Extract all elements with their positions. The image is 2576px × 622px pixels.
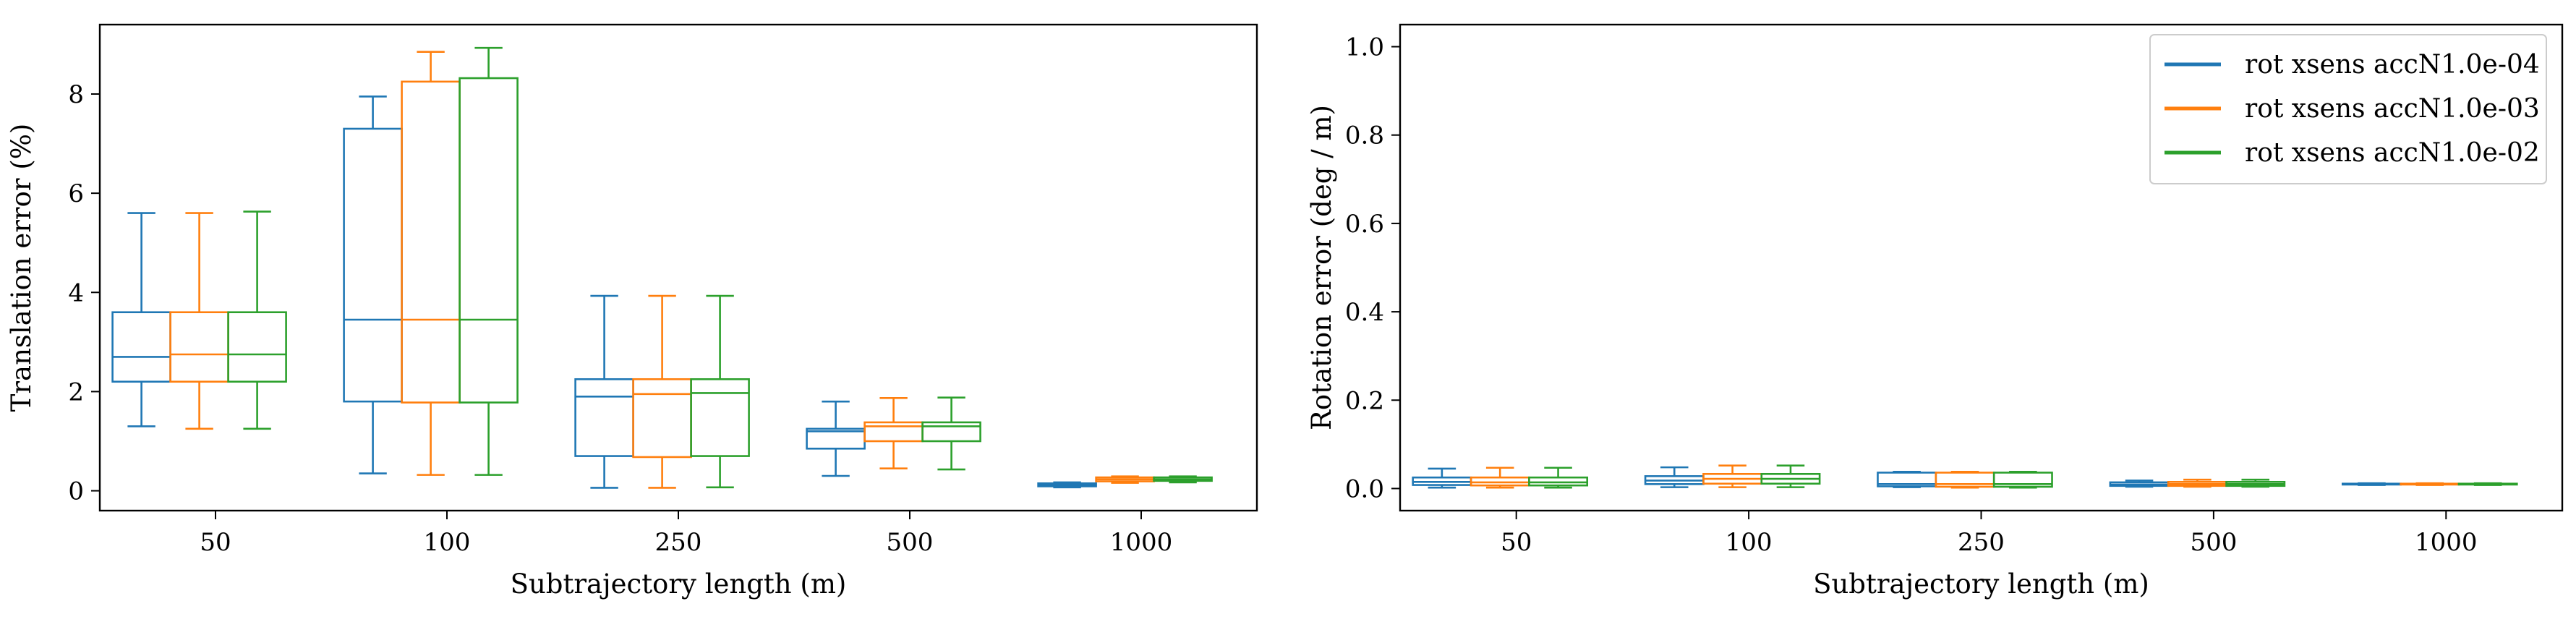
translation-x-tick-label: 1000 <box>1110 528 1173 557</box>
rotation-x-axis-title: Subtrajectory length (m) <box>1813 568 2149 600</box>
box <box>921 421 981 443</box>
rotation-y-tick-label: 0.2 <box>1345 386 1384 415</box>
legend-label-2: rot xsens accN1.0e-02 <box>2245 138 2540 168</box>
translation-y-tick-label: 6 <box>68 179 84 208</box>
translation-box-500-series-2 <box>921 396 981 471</box>
rotation-box-1000-series-0 <box>2341 482 2402 486</box>
translation-box-1000-series-1 <box>1095 475 1155 484</box>
translation-box-50-series-2 <box>227 210 287 430</box>
rotation-x-tick-label: 100 <box>1726 528 1773 557</box>
box <box>1992 472 2053 488</box>
translation-box-50-series-0 <box>111 212 171 427</box>
translation-x-axis-title: Subtrajectory length (m) <box>511 568 847 600</box>
rotation-box-250-series-2 <box>1992 470 2053 489</box>
rotation-box-100-series-0 <box>1644 466 1705 488</box>
translation-y-tick-label: 0 <box>68 477 84 506</box>
translation-box-50-series-1 <box>169 212 229 430</box>
translation-x-tick-label: 500 <box>887 528 934 557</box>
rotation-box-250-series-1 <box>1935 470 1995 489</box>
translation-y-tick-label: 2 <box>68 378 84 406</box>
translation-y-tick-label: 8 <box>68 80 84 109</box>
rotation-y-tick-label: 0.8 <box>1345 122 1384 150</box>
translation-y-axis-title: Translation error (%) <box>6 124 37 412</box>
rotation-y-tick-label: 0.0 <box>1345 474 1384 503</box>
rotation-x-tick-label: 1000 <box>2415 528 2478 557</box>
rotation-box-100-series-1 <box>1702 464 1763 488</box>
box <box>227 311 287 383</box>
translation-y-tick-label: 4 <box>68 278 84 307</box>
translation-box-100-series-2 <box>459 46 519 476</box>
legend: rot xsens accN1.0e-04 rot xsens accN1.0e… <box>2149 34 2547 184</box>
legend-label-1: rot xsens accN1.0e-03 <box>2245 94 2540 124</box>
rotation-box-50-series-2 <box>1528 466 1589 489</box>
translation-box-100-series-1 <box>401 51 461 476</box>
box <box>343 127 403 403</box>
rotation-y-tick-label: 1.0 <box>1345 33 1384 62</box>
box <box>690 378 750 457</box>
legend-label-0: rot xsens accN1.0e-04 <box>2245 50 2540 80</box>
box <box>574 378 634 457</box>
rotation-box-500-series-2 <box>2225 478 2286 488</box>
translation-plot-frame <box>98 23 1258 512</box>
rotation-y-tick-label: 0.6 <box>1345 210 1384 239</box>
rotation-y-tick-label: 0.4 <box>1345 298 1384 327</box>
translation-box-250-series-0 <box>574 294 634 489</box>
box <box>459 77 519 404</box>
rotation-error-chart: 50 100 250 500 1000 0.0 0.2 0.4 0.6 0.8 1.0 Subtraj… <box>1306 23 2564 600</box>
box <box>169 311 229 383</box>
box <box>632 378 692 459</box>
rotation-x-tick-label: 250 <box>1958 528 2005 557</box>
translation-x-tick-label: 50 <box>200 528 231 557</box>
box <box>111 311 171 383</box>
rotation-box-50-series-1 <box>1470 466 1530 489</box>
translation-box-500-series-1 <box>863 397 924 470</box>
rotation-box-500-series-1 <box>2167 478 2227 488</box>
rotation-box-1000-series-1 <box>2400 482 2460 486</box>
translation-box-250-series-1 <box>632 294 692 489</box>
rotation-y-axis-title: Rotation error (deg / m) <box>1306 105 1337 430</box>
box <box>863 421 924 443</box>
rotation-box-50-series-0 <box>1412 467 1472 489</box>
box <box>401 80 461 404</box>
translation-box-1000-series-0 <box>1037 481 1097 489</box>
rotation-x-tick-label: 500 <box>2190 528 2237 557</box>
translation-error-chart: 50 100 250 500 1000 0 2 4 6 8 Subtrajectory length… <box>6 23 1258 600</box>
translation-x-tick-label: 250 <box>655 528 702 557</box>
translation-box-250-series-2 <box>690 294 750 489</box>
translation-box-500-series-0 <box>806 400 866 477</box>
translation-box-100-series-0 <box>343 95 403 474</box>
rotation-box-100-series-2 <box>1760 464 1821 488</box>
rotation-box-1000-series-2 <box>2457 482 2518 486</box>
translation-box-1000-series-2 <box>1153 475 1213 484</box>
legend-frame <box>2149 34 2547 184</box>
rotation-box-500-series-0 <box>2109 480 2170 488</box>
rotation-box-250-series-0 <box>1877 470 1937 488</box>
rotation-x-tick-label: 50 <box>1501 528 1532 557</box>
translation-x-tick-label: 100 <box>424 528 471 557</box>
